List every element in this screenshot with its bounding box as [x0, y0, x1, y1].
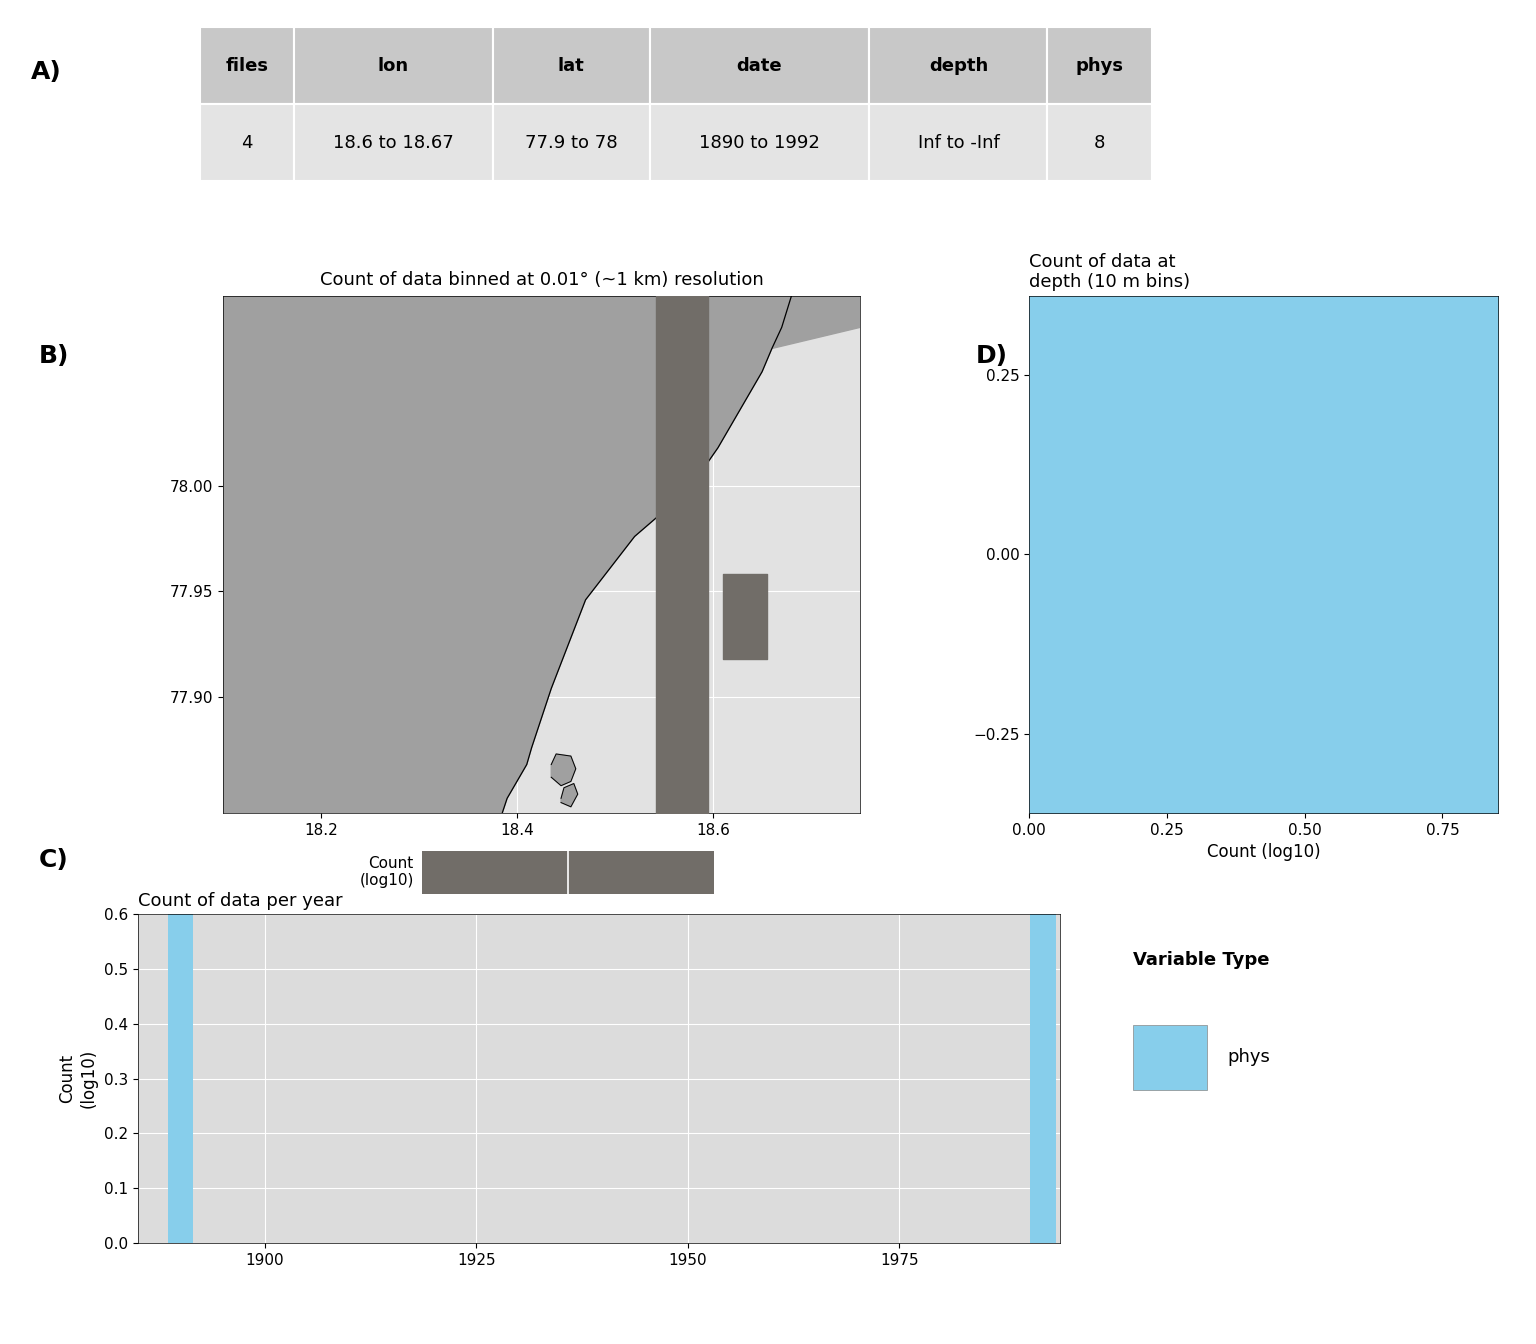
Polygon shape — [561, 784, 578, 806]
Title: Count of data binned at 0.01° (~1 km) resolution: Count of data binned at 0.01° (~1 km) re… — [319, 270, 763, 289]
Text: Inf to -Inf: Inf to -Inf — [917, 134, 1000, 152]
X-axis label: Count (log10): Count (log10) — [1207, 844, 1319, 862]
FancyBboxPatch shape — [200, 105, 293, 181]
FancyBboxPatch shape — [293, 27, 493, 105]
Text: lon: lon — [378, 56, 409, 74]
FancyBboxPatch shape — [650, 27, 869, 105]
Text: phys: phys — [1227, 1048, 1270, 1066]
Polygon shape — [223, 296, 860, 813]
Text: 4: 4 — [241, 134, 252, 152]
FancyBboxPatch shape — [493, 27, 650, 105]
Polygon shape — [733, 296, 860, 348]
Text: A): A) — [31, 60, 61, 85]
Y-axis label: Count
(log10): Count (log10) — [58, 1048, 97, 1109]
FancyBboxPatch shape — [493, 105, 650, 181]
Bar — [167, 913, 194, 1243]
Text: D): D) — [975, 344, 1008, 368]
Text: Count
(log10): Count (log10) — [359, 856, 413, 888]
Text: lat: lat — [558, 56, 585, 74]
FancyBboxPatch shape — [293, 105, 493, 181]
Text: files: files — [226, 56, 269, 74]
FancyBboxPatch shape — [1048, 27, 1152, 105]
Text: 1890 to 1992: 1890 to 1992 — [699, 134, 820, 152]
Polygon shape — [551, 754, 576, 786]
Text: depth: depth — [929, 56, 988, 74]
FancyBboxPatch shape — [869, 27, 1048, 105]
Text: 0.60206: 0.60206 — [538, 915, 599, 930]
Text: Count of data at
depth (10 m bins): Count of data at depth (10 m bins) — [1029, 253, 1190, 292]
Bar — [1031, 913, 1055, 1243]
FancyBboxPatch shape — [1134, 1025, 1207, 1090]
Text: C): C) — [38, 848, 68, 872]
Text: 77.9 to 78: 77.9 to 78 — [525, 134, 617, 152]
Text: B): B) — [38, 344, 69, 368]
FancyBboxPatch shape — [650, 105, 869, 181]
FancyBboxPatch shape — [869, 105, 1048, 181]
Text: date: date — [737, 56, 782, 74]
Text: Variable Type: Variable Type — [1134, 952, 1269, 969]
Text: phys: phys — [1075, 56, 1124, 74]
Text: 18.6 to 18.67: 18.6 to 18.67 — [333, 134, 453, 152]
Text: 8: 8 — [1094, 134, 1106, 152]
FancyBboxPatch shape — [200, 27, 293, 105]
FancyBboxPatch shape — [1048, 105, 1152, 181]
Text: Count of data per year: Count of data per year — [138, 891, 343, 910]
